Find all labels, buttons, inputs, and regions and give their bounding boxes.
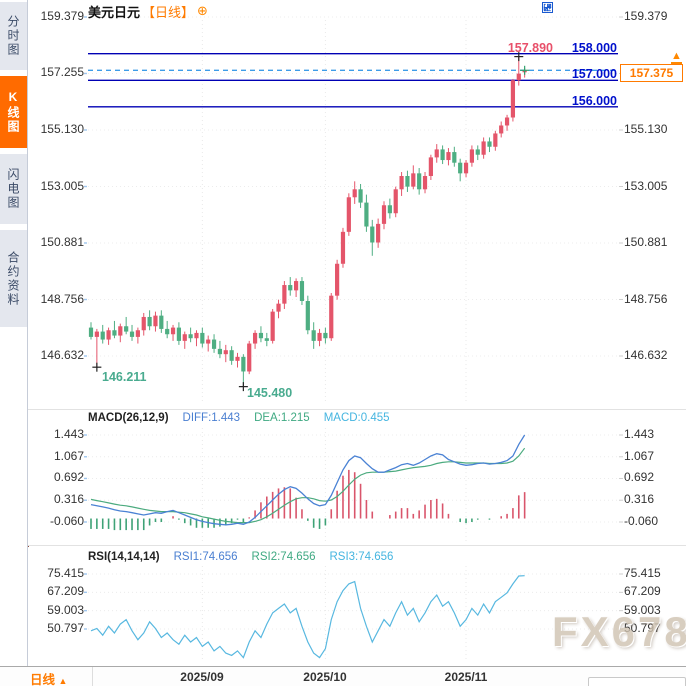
price-axis-left: 153.005 — [40, 179, 84, 193]
price-axis-left: 148.756 — [40, 292, 84, 306]
price-axis-left: 157.255 — [40, 65, 84, 79]
price-axis-left: 155.130 — [40, 122, 84, 136]
rsi-axis-right: 75.415 — [624, 566, 661, 580]
rsi-axis-left: 75.415 — [47, 566, 84, 580]
hline-label-156: 156.000 — [571, 94, 617, 108]
panel-separator — [27, 409, 686, 410]
price-axis-right: 150.881 — [624, 235, 668, 249]
rsi2-value: RSI2:74.656 — [251, 551, 316, 563]
low-annotation-label: 146.211 — [102, 370, 147, 384]
panel-separator — [27, 545, 686, 546]
macd-axis-right: -0.060 — [624, 514, 659, 528]
macd-axis-right: 1.067 — [624, 449, 655, 463]
rsi1-value: RSI1:74.656 — [173, 551, 238, 563]
price-axis-right: 148.756 — [624, 292, 668, 306]
macd-axis-right: 0.316 — [624, 492, 655, 506]
macd-osc-value: MACD:0.455 — [323, 412, 390, 424]
macd-axis-left: 1.443 — [53, 427, 84, 441]
macd-axis-left: 1.067 — [53, 449, 84, 463]
hline-label-157: 157.000 — [571, 67, 617, 81]
sidebar: 分时图 K线图 闪电图 合约资料 — [0, 0, 28, 686]
caret-up-icon: ▲ — [58, 676, 68, 686]
current-price-box: 157.375 — [620, 64, 683, 82]
sidebar-tab-contract-info[interactable]: 合约资料 — [0, 230, 27, 327]
macd-params: MACD(26,12,9) — [88, 412, 169, 424]
high-annotation-label: 157.890 — [507, 41, 553, 55]
rsi-header: RSI(14,14,14) RSI1:74.656 RSI2:74.656 RS… — [88, 551, 393, 563]
sidebar-tab-kline-chart[interactable]: K线图 — [0, 76, 27, 148]
bottom-bar-divider — [92, 667, 93, 686]
period-tag: 【日线】 — [142, 4, 195, 20]
macd-header: MACD(26,12,9) DIFF:1.443 DEA:1.215 MACD:… — [88, 412, 390, 424]
rsi-axis-left: 67.209 — [47, 584, 84, 598]
macd-axis-right: 0.692 — [624, 470, 655, 484]
price-axis-right: 159.379 — [624, 9, 668, 23]
low-annotation-label: 145.480 — [247, 386, 293, 400]
price-axis-right: 155.130 — [624, 122, 668, 136]
macd-diff-value: DIFF:1.443 — [182, 412, 241, 424]
price-up-arrow-icon: ▲ — [671, 50, 682, 64]
x-axis-label: 2025/09 — [180, 670, 224, 684]
macd-axis-left: 0.316 — [53, 492, 84, 506]
price-axis-left: 159.379 — [40, 9, 84, 23]
x-axis-label: 2025/10 — [303, 670, 347, 684]
price-axis-right: 153.005 — [624, 179, 668, 193]
symbol-title: 美元日元 — [88, 4, 141, 20]
rsi-axis-left: 59.003 — [47, 603, 84, 617]
hline-label-158: 158.000 — [571, 41, 617, 55]
settings-gear-icon[interactable]: ⊕ — [197, 3, 208, 18]
rsi-axis-right: 59.003 — [624, 603, 661, 617]
macd-axis-left: 0.692 — [53, 470, 84, 484]
fx678-watermark: FX678 — [552, 608, 686, 655]
price-axis-right: 146.632 — [624, 348, 668, 362]
rsi-axis-right: 50.797 — [624, 621, 661, 635]
sidebar-tab-time-chart[interactable]: 分时图 — [0, 2, 27, 70]
rsi-params: RSI(14,14,14) — [88, 551, 160, 563]
title-bar: 美元日元 【日线】 ⊕ — [88, 3, 208, 20]
period-selector-button[interactable]: 日线 ▲ — [30, 673, 68, 686]
rsi3-value: RSI3:74.656 — [329, 551, 394, 563]
macd-axis-right: 1.443 — [624, 427, 655, 441]
sidebar-tab-lightning-chart[interactable]: 闪电图 — [0, 154, 27, 224]
rsi-axis-left: 50.797 — [47, 621, 84, 635]
macd-dea-value: DEA:1.215 — [254, 412, 310, 424]
bottom-bar: 日线 ▲ 2025/09 2025/10 2025/11 — [0, 667, 686, 686]
price-axis-left: 150.881 — [40, 235, 84, 249]
macd-axis-left: -0.060 — [49, 514, 84, 528]
bottom-bar-border — [0, 666, 686, 667]
bottom-right-partial-box — [588, 677, 686, 686]
rsi-axis-right: 67.209 — [624, 584, 661, 598]
price-axis-left: 146.632 — [40, 348, 84, 362]
x-axis-label: 2025/11 — [444, 670, 488, 684]
